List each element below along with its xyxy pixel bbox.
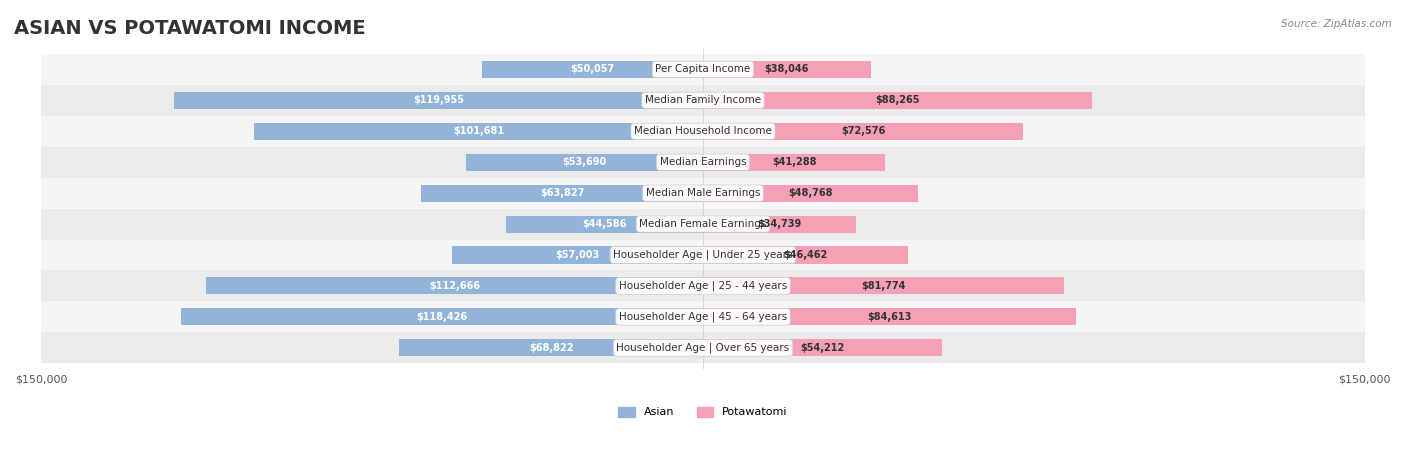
Text: $38,046: $38,046 [765,64,808,74]
Text: Householder Age | Over 65 years: Householder Age | Over 65 years [616,343,790,353]
Text: $72,576: $72,576 [841,126,886,136]
Bar [703,61,870,78]
Bar [399,340,703,356]
Bar [41,54,1365,85]
Text: Householder Age | 45 - 64 years: Householder Age | 45 - 64 years [619,311,787,322]
Bar [703,92,1092,109]
Bar [41,209,1365,240]
Bar [41,85,1365,116]
Text: $54,212: $54,212 [800,343,845,353]
Bar [41,240,1365,270]
Text: $81,774: $81,774 [862,281,905,291]
Bar [703,247,908,263]
Bar [41,270,1365,301]
Text: $84,613: $84,613 [868,312,912,322]
Text: $63,827: $63,827 [540,188,585,198]
Text: Householder Age | 25 - 44 years: Householder Age | 25 - 44 years [619,281,787,291]
Bar [41,116,1365,147]
Bar [41,147,1365,177]
Text: $44,586: $44,586 [582,219,627,229]
Text: $50,057: $50,057 [571,64,614,74]
Text: $41,288: $41,288 [772,157,817,167]
Text: $53,690: $53,690 [562,157,607,167]
Bar [205,277,703,295]
Text: ASIAN VS POTAWATOMI INCOME: ASIAN VS POTAWATOMI INCOME [14,19,366,38]
Bar [451,247,703,263]
Bar [254,123,703,140]
Text: $68,822: $68,822 [529,343,574,353]
Text: Median Family Income: Median Family Income [645,95,761,105]
Bar [174,92,703,109]
Text: $118,426: $118,426 [416,312,467,322]
Bar [703,123,1024,140]
Bar [703,184,918,202]
Bar [506,216,703,233]
Text: $57,003: $57,003 [555,250,599,260]
Text: Median Earnings: Median Earnings [659,157,747,167]
Text: Source: ZipAtlas.com: Source: ZipAtlas.com [1281,19,1392,28]
Legend: Asian, Potawatomi: Asian, Potawatomi [614,402,792,422]
Text: $112,666: $112,666 [429,281,479,291]
Text: Median Female Earnings: Median Female Earnings [640,219,766,229]
Text: Householder Age | Under 25 years: Householder Age | Under 25 years [613,250,793,260]
Bar [41,333,1365,363]
Bar [41,177,1365,209]
Bar [422,184,703,202]
Text: $101,681: $101,681 [453,126,505,136]
Bar [467,154,703,170]
Bar [703,308,1076,325]
Text: $34,739: $34,739 [758,219,801,229]
Text: $48,768: $48,768 [789,188,832,198]
Text: $46,462: $46,462 [783,250,828,260]
Text: Median Household Income: Median Household Income [634,126,772,136]
Bar [703,154,886,170]
Bar [482,61,703,78]
Text: Median Male Earnings: Median Male Earnings [645,188,761,198]
Bar [703,216,856,233]
Text: $119,955: $119,955 [413,95,464,105]
Bar [703,340,942,356]
Text: $88,265: $88,265 [876,95,920,105]
Text: Per Capita Income: Per Capita Income [655,64,751,74]
Bar [41,301,1365,333]
Bar [703,277,1064,295]
Bar [180,308,703,325]
